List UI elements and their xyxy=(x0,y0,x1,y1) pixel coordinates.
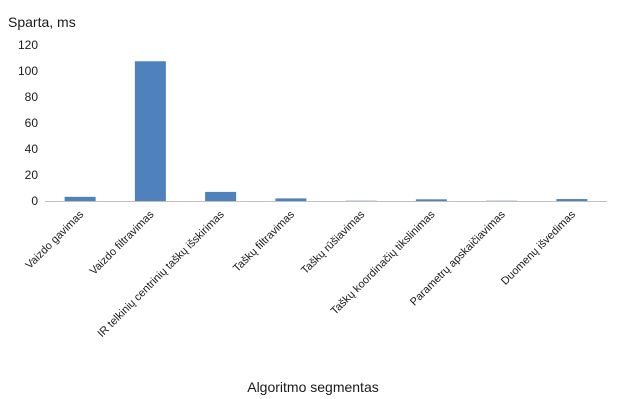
y-tick-label: 60 xyxy=(25,116,39,130)
x-tick-label: Duomenų išvedimas xyxy=(499,208,578,287)
y-tick-label: 120 xyxy=(18,38,38,52)
x-tick-label: Taškų filtravimas xyxy=(231,208,297,274)
bar xyxy=(415,199,447,201)
bar xyxy=(64,196,96,201)
y-tick-label: 40 xyxy=(25,142,39,156)
y-tick-label: 80 xyxy=(25,90,39,104)
y-tick-label: 20 xyxy=(25,168,39,182)
x-tick-label: Taškų rūšiavimas xyxy=(299,208,367,276)
bar xyxy=(134,61,166,201)
y-axis: 0 20 40 60 80 100 120 xyxy=(18,38,38,208)
y-axis-title: Sparta, ms xyxy=(8,14,76,30)
x-tick-label: Vaizdo filtravimas xyxy=(88,208,157,277)
x-tick-label: IR telkinių centrinių taškų išskirimas xyxy=(95,208,227,340)
x-tick-label: Vaizdo gavimas xyxy=(23,208,86,271)
y-tick-label: 0 xyxy=(31,194,38,208)
bar xyxy=(205,191,237,201)
bars-group xyxy=(64,61,588,201)
y-tick-label: 100 xyxy=(18,64,38,78)
bar xyxy=(275,198,307,201)
bar xyxy=(556,199,588,201)
x-axis-title: Algoritmo segmentas xyxy=(247,379,379,395)
